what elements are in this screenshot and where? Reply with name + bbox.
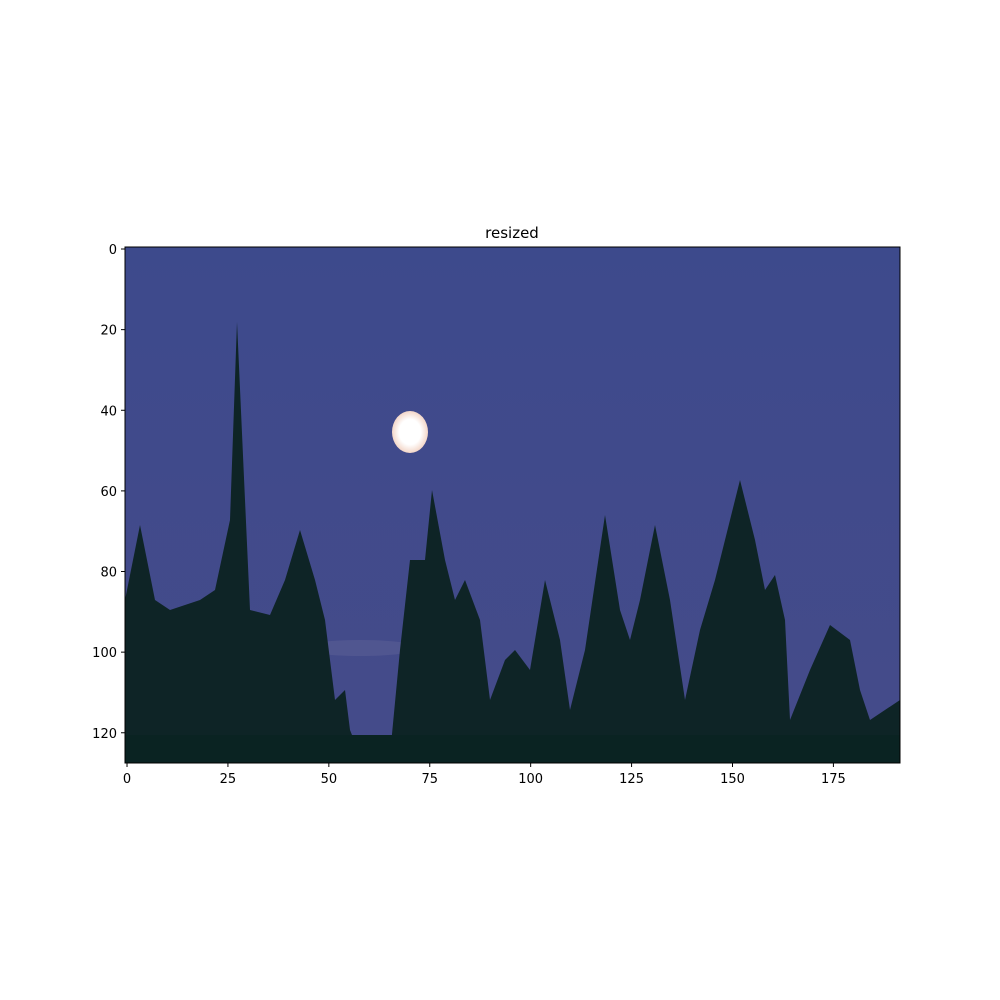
axes-frame <box>124 246 901 764</box>
x-tick-label: 125 <box>619 772 644 787</box>
x-tick-label: 175 <box>821 772 846 787</box>
y-tick-label: 60 <box>100 485 117 500</box>
y-tick-label: 120 <box>92 727 117 742</box>
y-tick-label: 0 <box>109 243 117 258</box>
y-tick-label: 100 <box>92 646 117 661</box>
chart-title: resized <box>485 224 539 242</box>
y-tick-label: 40 <box>100 404 117 419</box>
x-tick-label: 75 <box>421 772 438 787</box>
x-tick-label: 100 <box>518 772 543 787</box>
image <box>125 247 900 763</box>
x-tick-label: 50 <box>321 772 338 787</box>
ground <box>125 735 900 763</box>
cloud <box>300 640 420 656</box>
tree-silhouette <box>125 322 900 763</box>
x-tick-label: 0 <box>123 772 131 787</box>
moon <box>392 411 428 453</box>
y-tick-label: 80 <box>100 566 117 581</box>
x-tick-label: 25 <box>220 772 237 787</box>
y-tick-label: 20 <box>100 324 117 339</box>
x-tick-label: 150 <box>720 772 745 787</box>
